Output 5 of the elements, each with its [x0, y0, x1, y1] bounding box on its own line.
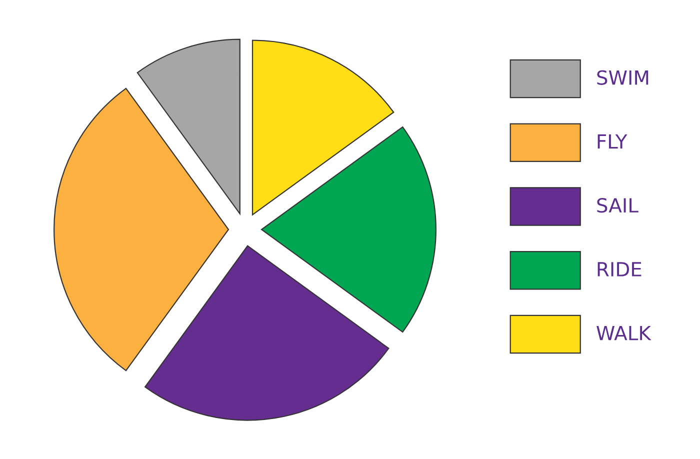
legend-label: WALK: [596, 326, 652, 340]
legend-label: SAIL: [597, 198, 638, 213]
legend-label: RIDE: [598, 262, 642, 276]
legend-label: FLY: [598, 134, 628, 149]
legend-label: SWIM: [597, 70, 648, 85]
